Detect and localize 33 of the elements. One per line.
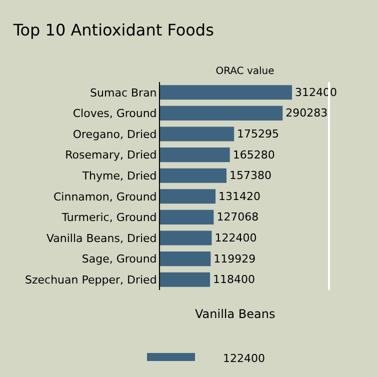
data-label: 119929 [214, 252, 256, 266]
bar [160, 85, 292, 100]
y-tick-label: Vanilla Beans, Dried [46, 232, 157, 245]
data-label: 175295 [237, 128, 280, 140]
bar [160, 230, 212, 246]
x-axis-title: ORAC value [216, 66, 274, 77]
data-label: 290283 [286, 106, 328, 120]
data-label: 157380 [229, 169, 272, 182]
y-tick-label: Turmeric, Ground [60, 211, 157, 224]
bar [160, 210, 214, 224]
bar [160, 106, 283, 120]
y-tick-label: Rosemary, Dried [65, 148, 157, 162]
data-label: 131420 [218, 190, 261, 203]
bar [160, 189, 216, 204]
data-label: 127068 [216, 210, 259, 224]
y-tick-label: Cinnamon, Ground [54, 190, 157, 204]
bar [160, 168, 226, 183]
y-tick-label: Sage, Ground [82, 252, 157, 266]
bar [160, 126, 234, 142]
y-tick-label: Cloves, Ground [72, 107, 157, 120]
y-tick-label: Szechuan Pepper, Dried [25, 273, 157, 286]
data-label: 165280 [232, 148, 275, 162]
data-label: 118400 [213, 273, 256, 286]
data-label: 122400 [214, 232, 257, 244]
bar [160, 148, 230, 162]
y-tick-label: Sumac Bran [90, 86, 157, 100]
y-tick-label: Thyme, Dried [81, 169, 157, 182]
bar [160, 272, 210, 287]
chart-title: Top 10 Antioxidant Foods [12, 20, 214, 40]
y-tick-label: Oregano, Dried [72, 128, 157, 141]
text: Vanilla Beans [195, 307, 276, 321]
bar [160, 252, 211, 266]
text: 122400 [223, 352, 265, 365]
